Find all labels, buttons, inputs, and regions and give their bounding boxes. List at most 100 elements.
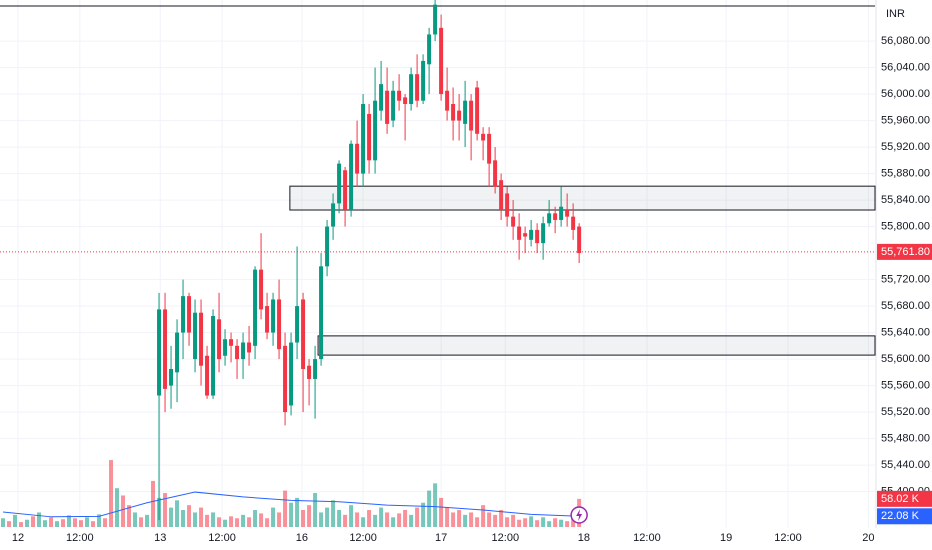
candle-body [385, 90, 390, 124]
candle-body [283, 345, 288, 413]
y-tick-label: 55,680.00 [881, 300, 930, 312]
candle-body [535, 229, 540, 244]
volume-bar [151, 480, 156, 527]
volume-bar [505, 517, 510, 527]
y-tick-label: 55,960.00 [881, 114, 930, 126]
x-tick-label: 12:00 [633, 532, 661, 544]
candle-body [433, 4, 438, 35]
volume-bar [565, 521, 570, 527]
volume-bar [235, 518, 240, 527]
candle-body [505, 193, 510, 217]
volume-bar [319, 512, 324, 527]
candle-body [355, 143, 360, 174]
x-tick-label: 12:00 [66, 532, 94, 544]
candle-body [571, 216, 576, 230]
volume-bar [481, 505, 486, 527]
volume-bar [355, 512, 360, 527]
volume-bar [133, 512, 138, 527]
volume-bar [373, 514, 378, 527]
candle-body [517, 226, 522, 240]
candle-body [301, 299, 306, 370]
volume-bar [445, 507, 450, 527]
candle-body [193, 312, 198, 360]
volume-bar [115, 488, 120, 527]
candle-body [397, 90, 402, 101]
volume-bar [403, 510, 408, 527]
y-tick-label: 55,640.00 [881, 326, 930, 338]
volume-bar [415, 507, 420, 527]
candle-body [361, 104, 366, 174]
last-price-box [877, 243, 932, 260]
volume-bar [37, 512, 42, 527]
volume-bar [91, 521, 96, 527]
candle-body [421, 60, 426, 101]
grid [0, 0, 875, 528]
candle-body [391, 90, 396, 121]
volume-bar [49, 517, 54, 527]
candle-body [499, 180, 504, 211]
y-tick-label: 55,800.00 [881, 220, 930, 232]
candle-body [277, 299, 282, 350]
volume-bar [121, 495, 126, 527]
zone [289, 185, 876, 211]
volume-bar [301, 510, 306, 527]
volume-bar [295, 497, 300, 527]
candle-body [457, 110, 462, 121]
x-tick-label: 12:00 [774, 532, 802, 544]
volume-bar [439, 497, 444, 527]
volume-bar [523, 518, 528, 527]
y-tick-label: 55,720.00 [881, 273, 930, 285]
volume-bar [409, 514, 414, 527]
candle-body [373, 100, 378, 161]
volume-bar [55, 521, 60, 527]
axes: 12 12:00 13 12:00 16 12:00 17 12:00 18 12:00 19 12:… [12, 35, 932, 544]
x-tick-label: 18 [578, 532, 590, 544]
volume-bar [7, 521, 12, 527]
candle-body [331, 203, 336, 227]
y-tick-label: 56,040.00 [881, 61, 930, 73]
volume-label: 58.02 K [881, 493, 920, 505]
candle-body [469, 100, 474, 131]
volume-bar [307, 505, 312, 527]
volume-bar [241, 514, 246, 527]
volume-bar [541, 517, 546, 527]
volume-bar [103, 518, 108, 527]
volume-label-box [877, 490, 932, 507]
volume-bar [559, 519, 564, 527]
candle-body [487, 133, 492, 164]
volume-bar [19, 522, 24, 527]
volume-bar [553, 518, 558, 527]
last-price-label: 55,761.80 [881, 246, 930, 258]
volume-bar [331, 500, 336, 527]
candle-body [187, 296, 192, 333]
volume-bar [349, 505, 354, 527]
volume-bar [109, 460, 114, 527]
candle-body [157, 309, 162, 396]
candle-body [259, 269, 264, 310]
volume-bar [289, 502, 294, 527]
candle-body [493, 160, 498, 187]
currency: INR [886, 8, 905, 20]
volume-bar [283, 490, 288, 527]
volume-bar [463, 514, 468, 527]
candle-body [211, 316, 216, 396]
volume-bar [253, 510, 258, 527]
volume-bar [145, 514, 150, 527]
y-tick-label: 55,880.00 [881, 167, 930, 179]
volume-ma-label: 22.08 K [881, 510, 920, 522]
x-tick-label: 16 [296, 532, 308, 544]
volume-bar [391, 517, 396, 527]
x-tick-label: 13 [154, 532, 166, 544]
volume-bar [169, 507, 174, 527]
volume-bar [487, 512, 492, 527]
candle-body [247, 342, 252, 353]
volume-bar [79, 520, 84, 527]
volume-bar [433, 483, 438, 527]
candle-body [289, 342, 294, 406]
y-tick-label: 56,000.00 [881, 88, 930, 100]
candle-body [181, 296, 186, 333]
volume-bar [43, 520, 48, 527]
candle-body [163, 309, 168, 389]
